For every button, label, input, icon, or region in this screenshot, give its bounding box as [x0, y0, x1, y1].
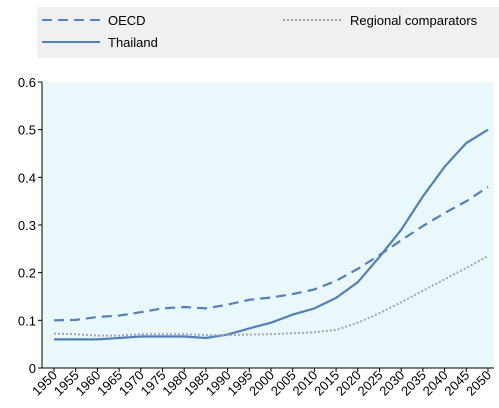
- y-tick-label: 0.4: [18, 170, 36, 185]
- y-tick-label: 0.6: [18, 75, 36, 90]
- plot-area: [42, 82, 494, 368]
- series-line-regional-comparators: [53, 255, 489, 337]
- series-line-oecd: [53, 185, 489, 322]
- x-tick-label: 2050: [463, 368, 494, 399]
- y-tick-label: 0.3: [18, 218, 36, 233]
- legend-box: [37, 7, 499, 58]
- axes: [38, 81, 494, 372]
- y-tick-label: 0.2: [18, 266, 36, 281]
- legend-label: Regional comparators: [350, 13, 478, 28]
- legend: OECD Thailand Regional comparators: [42, 13, 478, 50]
- series-layer: [53, 128, 489, 341]
- y-tick-label: 0: [29, 361, 36, 376]
- x-tick-labels: 1950195519601965197019751980198519901995…: [29, 368, 494, 399]
- legend-label: OECD: [108, 13, 146, 28]
- y-tick-labels: 0 0.1 0.2 0.3 0.4 0.5 0.6: [18, 75, 36, 376]
- series-line-thailand: [54, 128, 489, 341]
- legend-label: Thailand: [108, 35, 158, 50]
- y-tick-label: 0.1: [18, 313, 36, 328]
- y-tick-label: 0.5: [18, 123, 36, 138]
